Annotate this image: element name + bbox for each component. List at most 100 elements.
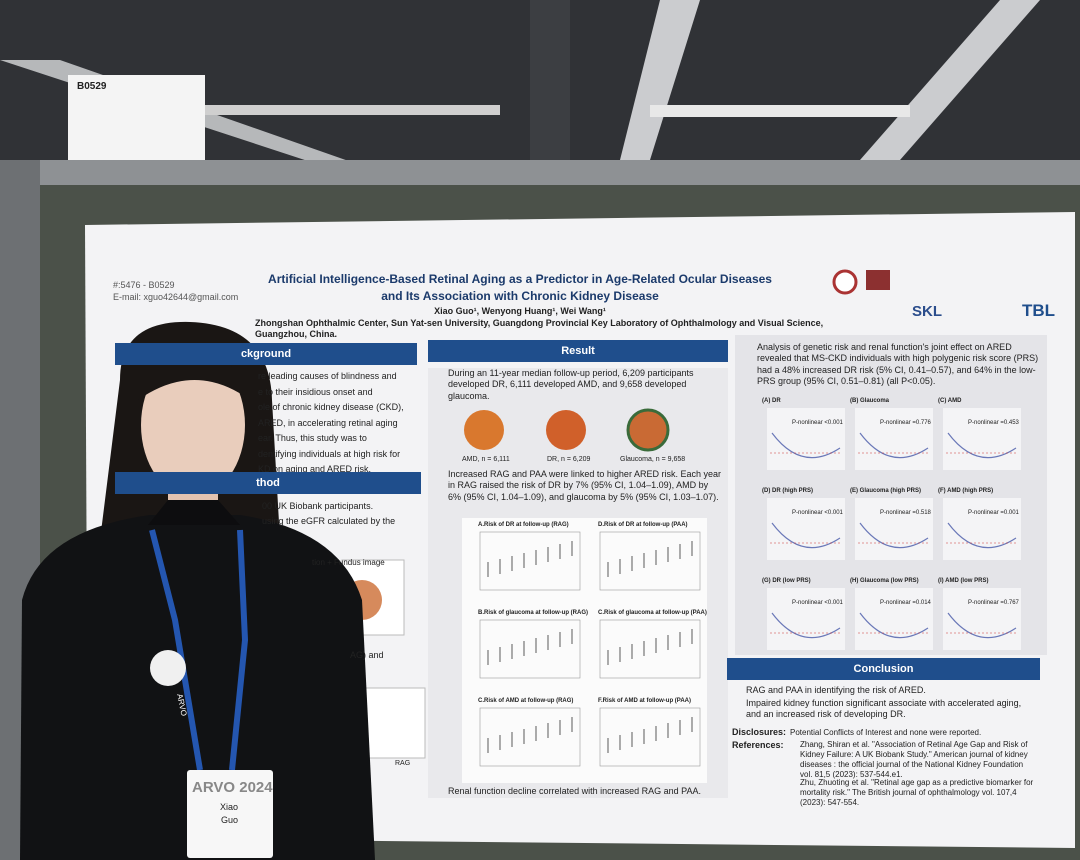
panel-p: P-nonlinear =0.001 <box>968 510 1019 516</box>
collar <box>148 500 240 525</box>
mini-chart <box>599 707 701 767</box>
panel-p: P-nonlinear <0.001 <box>792 600 843 606</box>
chart-title: F.Risk of AMD at follow-up (PAA) <box>598 698 691 704</box>
spline-curve <box>859 612 929 639</box>
joint-text: Analysis of genetic risk and renal funct… <box>757 342 1039 386</box>
reference: Zhu, Zhuoting et al. "Retinal age gap as… <box>800 778 1034 807</box>
panel-p: P-nonlinear <0.001 <box>792 510 843 516</box>
reference: Zhang, Shiran et al. "Association of Ret… <box>800 740 1028 779</box>
light-strip <box>860 0 1040 160</box>
panel-label: (I) AMD (low PRS) <box>938 578 989 584</box>
badge-name: Xiao <box>220 802 239 812</box>
diagram-label: tion + Fundus image <box>312 558 385 567</box>
panel-box <box>943 588 1021 650</box>
background-line: e to their insidious onset and <box>258 386 373 397</box>
panel-box <box>767 408 845 470</box>
button-pin <box>150 650 186 686</box>
spline-curve <box>859 522 929 549</box>
axis-label: RAG <box>395 760 411 767</box>
panel-p: P-nonlinear <0.001 <box>792 420 843 426</box>
background-line: ole of chronic kidney disease (CKD), <box>258 402 404 412</box>
background-line: ARED, in accelerating retinal aging <box>258 417 398 428</box>
lanyard <box>229 529 249 771</box>
panel-p: P-nonlinear =0.767 <box>968 600 1019 606</box>
section-header: ckground <box>115 343 417 365</box>
light-strip <box>650 105 910 117</box>
badge-name: Guo <box>221 815 239 825</box>
panel-p: P-nonlinear =0.518 <box>880 510 931 516</box>
section-header: thod <box>115 472 421 494</box>
panel-label: (D) DR (high PRS) <box>762 488 813 494</box>
face <box>141 353 245 497</box>
spline-curve <box>859 432 929 459</box>
chart-title: C.Risk of AMD at follow-up (RAG) <box>478 698 574 704</box>
sign-code: B0529 <box>77 81 107 92</box>
panel-p: P-nonlinear =0.776 <box>880 420 931 426</box>
disclosures-text: Potential Conflicts of Interest and none… <box>790 728 982 737</box>
background-line: re leading causes of blindness and <box>258 371 397 381</box>
fundus-image <box>546 410 586 450</box>
method-text: 00 UK Biobank participants. <box>262 501 374 511</box>
logo <box>866 270 890 290</box>
image-label: AMD, n = 6,111 <box>462 456 510 463</box>
method-text: AG) and <box>350 650 384 660</box>
logo: TBL <box>1022 301 1056 320</box>
lanyard <box>149 529 203 771</box>
panel-label: (F) AMD (high PRS) <box>938 488 994 494</box>
panel-label: (H) Glaucoma (low PRS) <box>850 578 919 584</box>
background-line: KD on aging and ARED risk. <box>258 464 372 474</box>
spline-curve <box>771 522 841 549</box>
panel-box <box>855 588 933 650</box>
image-label: Glaucoma, n = 9,658 <box>620 456 686 463</box>
mini-chart <box>599 619 701 679</box>
panel-box <box>767 588 845 650</box>
mini-chart <box>479 619 581 679</box>
chart-title: A.Risk of DR at follow-up (RAG) <box>478 522 569 528</box>
mini-chart <box>599 531 701 591</box>
chart-title: D.Risk of DR at follow-up (PAA) <box>598 522 688 528</box>
logo <box>832 269 858 295</box>
fundus-image <box>464 410 504 450</box>
image-label: DR, n = 6,209 <box>547 456 591 463</box>
panel-p: P-nonlinear =0.453 <box>968 420 1019 426</box>
result-text: Increased RAG and PAA were linked to hig… <box>448 469 721 502</box>
result-text: During an 11-year median follow-up perio… <box>448 368 694 401</box>
sign <box>68 75 205 167</box>
spline-curve <box>947 612 1017 639</box>
panel-box <box>943 408 1021 470</box>
spline-curve <box>947 522 1017 549</box>
logo: SKL <box>912 303 942 320</box>
fundus-image <box>626 408 670 452</box>
result-text: Renal function decline correlated with i… <box>448 786 701 796</box>
panel-box <box>855 408 933 470</box>
result-charts <box>462 518 707 783</box>
title: Artificial Intelligence-Based Retinal Ag… <box>268 272 772 286</box>
light-strip <box>200 105 500 115</box>
coat <box>20 515 375 860</box>
panel-p: P-nonlinear =0.014 <box>880 600 931 606</box>
panel-box <box>855 498 933 560</box>
chart-title: B.Risk of glaucoma at follow-up (RAG) <box>478 610 589 616</box>
background-line: ear. Thus, this study was to <box>258 433 367 443</box>
panel-label: (B) Glaucoma <box>850 398 890 404</box>
spline-curve <box>771 612 841 639</box>
conclusion-bullet: RAG and PAA in identifying the risk of A… <box>746 685 926 695</box>
chart-grid <box>479 408 1021 767</box>
authors: Xiao Guo¹, Wenyong Huang¹, Wei Wang¹ <box>434 306 606 316</box>
mini-chart <box>479 707 581 767</box>
panel-label: (G) DR (low PRS) <box>762 578 811 584</box>
light-strip <box>620 0 700 160</box>
mini-chart <box>479 531 581 591</box>
chart-title: C.Risk of glaucoma at follow-up (PAA) <box>598 610 707 616</box>
conclusion-bullet: Impaired kidney function significant ass… <box>746 698 1022 720</box>
section-header: Result <box>428 340 728 362</box>
affiliation: Zhongshan Ophthalmic Center, Sun Yat-sen… <box>255 318 824 340</box>
spline-curve <box>947 432 1017 459</box>
panel-box <box>767 498 845 560</box>
contact: E-mail: xguo42644@gmail.com <box>113 292 239 302</box>
pillar <box>530 0 570 160</box>
panel-label: (E) Glaucoma (high PRS) <box>850 488 922 494</box>
background-line: dentifying individuals at high risk for <box>258 448 401 459</box>
panel-label: (C) AMD <box>938 398 962 404</box>
